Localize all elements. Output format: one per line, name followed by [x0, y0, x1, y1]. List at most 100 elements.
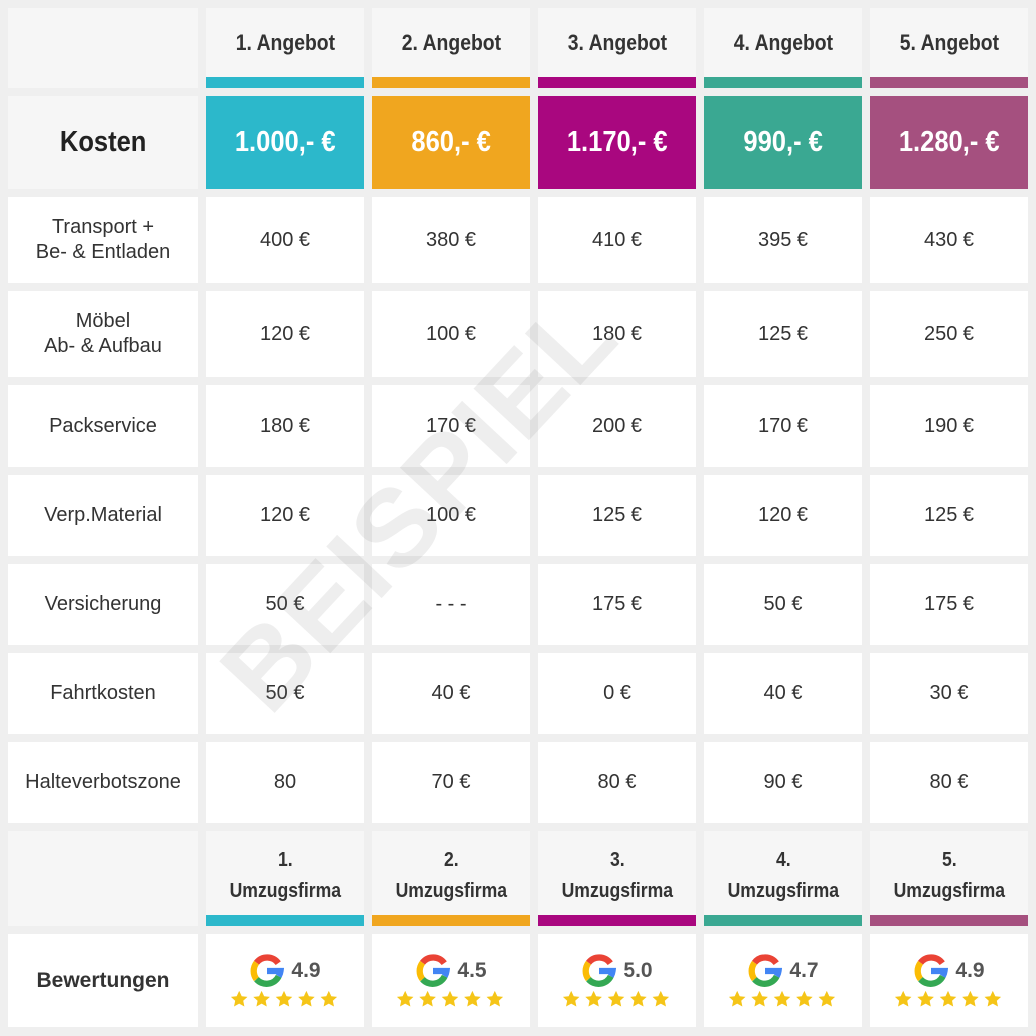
cost-cell: 120 €	[206, 291, 364, 377]
cost-value: 125 €	[923, 504, 975, 526]
firm-header: 4. Umzugsfirma	[704, 831, 862, 926]
firm-name: Umzugsfirma	[561, 880, 673, 902]
row-label: Packservice	[49, 414, 157, 437]
cost-total: 860,- €	[411, 126, 491, 158]
firm-name: 3.	[609, 849, 625, 871]
row-label-cell: Halteverbotszone	[8, 742, 198, 823]
cost-value: 80 €	[597, 771, 637, 793]
cost-cell: 190 €	[870, 385, 1028, 467]
color-bar	[538, 77, 696, 88]
cost-cell: 90 €	[704, 742, 862, 823]
cost-value: 190 €	[923, 414, 975, 437]
offer-title: 3. Angebot	[567, 30, 667, 55]
color-bar	[870, 915, 1028, 926]
corner-cell	[8, 8, 198, 88]
color-bar	[704, 915, 862, 926]
firm-header: 3. Umzugsfirma	[538, 831, 696, 926]
google-logo	[582, 953, 617, 987]
offer-title: 1. Angebot	[235, 30, 335, 55]
cost-cell: 0 €	[538, 653, 696, 734]
cost-value: 125 €	[757, 322, 809, 345]
firm-header: 2. Umzugsfirma	[372, 831, 530, 926]
cost-value: 180 €	[259, 414, 311, 437]
rating-row: 4.9	[249, 953, 321, 989]
cost-value: - - -	[435, 593, 467, 615]
cost-cell: - - -	[372, 564, 530, 645]
cost-cell: 125 €	[538, 475, 696, 556]
color-bar	[538, 915, 696, 926]
cost-value: 80 €	[929, 771, 969, 793]
rating-cell: 5.0	[538, 934, 696, 1027]
cost-cell: 180 €	[538, 291, 696, 377]
cost-cell: 400 €	[206, 197, 364, 283]
firm-name: 2.	[443, 849, 459, 871]
row-label-cell: Versicherung	[8, 564, 198, 645]
cost-value: 30 €	[929, 682, 969, 704]
row-label: Ab- & Aufbau	[44, 335, 162, 357]
rating-row: 4.7	[747, 953, 819, 989]
row-label-cell: Transport + Be- & Entladen	[8, 197, 198, 283]
offer-title: 5. Angebot	[899, 30, 999, 55]
row-label: Be- & Entladen	[35, 241, 171, 263]
cost-value: 175 €	[923, 593, 975, 615]
cost-cell: 250 €	[870, 291, 1028, 377]
row-label-cell: Möbel Ab- & Aufbau	[8, 291, 198, 377]
google-logo	[416, 953, 451, 987]
cost-cell: 50 €	[206, 653, 364, 734]
rating-row: 4.5	[415, 953, 487, 989]
cost-value: 40 €	[763, 682, 803, 704]
cost-cell: 175 €	[870, 564, 1028, 645]
cost-total: 1.000,- €	[234, 126, 336, 158]
google-logo	[250, 953, 285, 987]
cost-total-cell: 860,- €	[372, 96, 530, 189]
rating-cell: 4.7	[704, 934, 862, 1027]
cost-total: 1.280,- €	[898, 126, 1000, 158]
cost-label: Kosten	[59, 126, 147, 158]
color-bar	[704, 77, 862, 88]
cost-cell: 40 €	[372, 653, 530, 734]
cost-label-cell: Kosten	[8, 96, 198, 189]
rating-row: 5.0	[581, 953, 653, 989]
cost-value: 380 €	[425, 228, 477, 251]
firm-header: 1. Umzugsfirma	[206, 831, 364, 926]
cost-cell: 80	[206, 742, 364, 823]
cost-cell: 70 €	[372, 742, 530, 823]
cost-value: 90 €	[763, 771, 803, 793]
color-bar	[870, 77, 1028, 88]
cost-cell: 40 €	[704, 653, 862, 734]
offer-header: 3. Angebot	[538, 8, 696, 88]
rating-label: Bewertungen	[36, 969, 170, 992]
cost-value: 50 €	[265, 682, 305, 704]
cost-cell: 120 €	[704, 475, 862, 556]
row-label: Verp.Material	[44, 504, 162, 526]
cost-value: 200 €	[591, 414, 643, 437]
cost-value: 120 €	[757, 504, 809, 526]
offer-header: 1. Angebot	[206, 8, 364, 88]
cost-value: 50 €	[763, 593, 803, 615]
cost-value: 120 €	[259, 322, 311, 345]
rating-stars	[396, 990, 504, 1007]
cost-value: 400 €	[259, 228, 311, 251]
firm-name: Umzugsfirma	[229, 880, 341, 902]
offer-header: 2. Angebot	[372, 8, 530, 88]
cost-cell: 50 €	[206, 564, 364, 645]
offer-title: 2. Angebot	[401, 30, 501, 55]
cost-value: 80	[273, 771, 297, 793]
cost-value: 250 €	[923, 322, 975, 345]
row-label: Versicherung	[44, 593, 162, 615]
firm-name: Umzugsfirma	[727, 880, 839, 902]
rating-row: 4.9	[913, 953, 985, 989]
cost-cell: 80 €	[538, 742, 696, 823]
cost-cell: 100 €	[372, 475, 530, 556]
firm-header: 5. Umzugsfirma	[870, 831, 1028, 926]
cost-value: 395 €	[757, 228, 809, 251]
cost-total-cell: 1.000,- €	[206, 96, 364, 189]
cost-cell: 175 €	[538, 564, 696, 645]
cost-total: 1.170,- €	[566, 126, 668, 158]
rating-stars	[728, 990, 836, 1007]
cost-cell: 50 €	[704, 564, 862, 645]
cost-cell: 380 €	[372, 197, 530, 283]
color-bar	[206, 915, 364, 926]
row-label: Möbel	[75, 310, 131, 332]
